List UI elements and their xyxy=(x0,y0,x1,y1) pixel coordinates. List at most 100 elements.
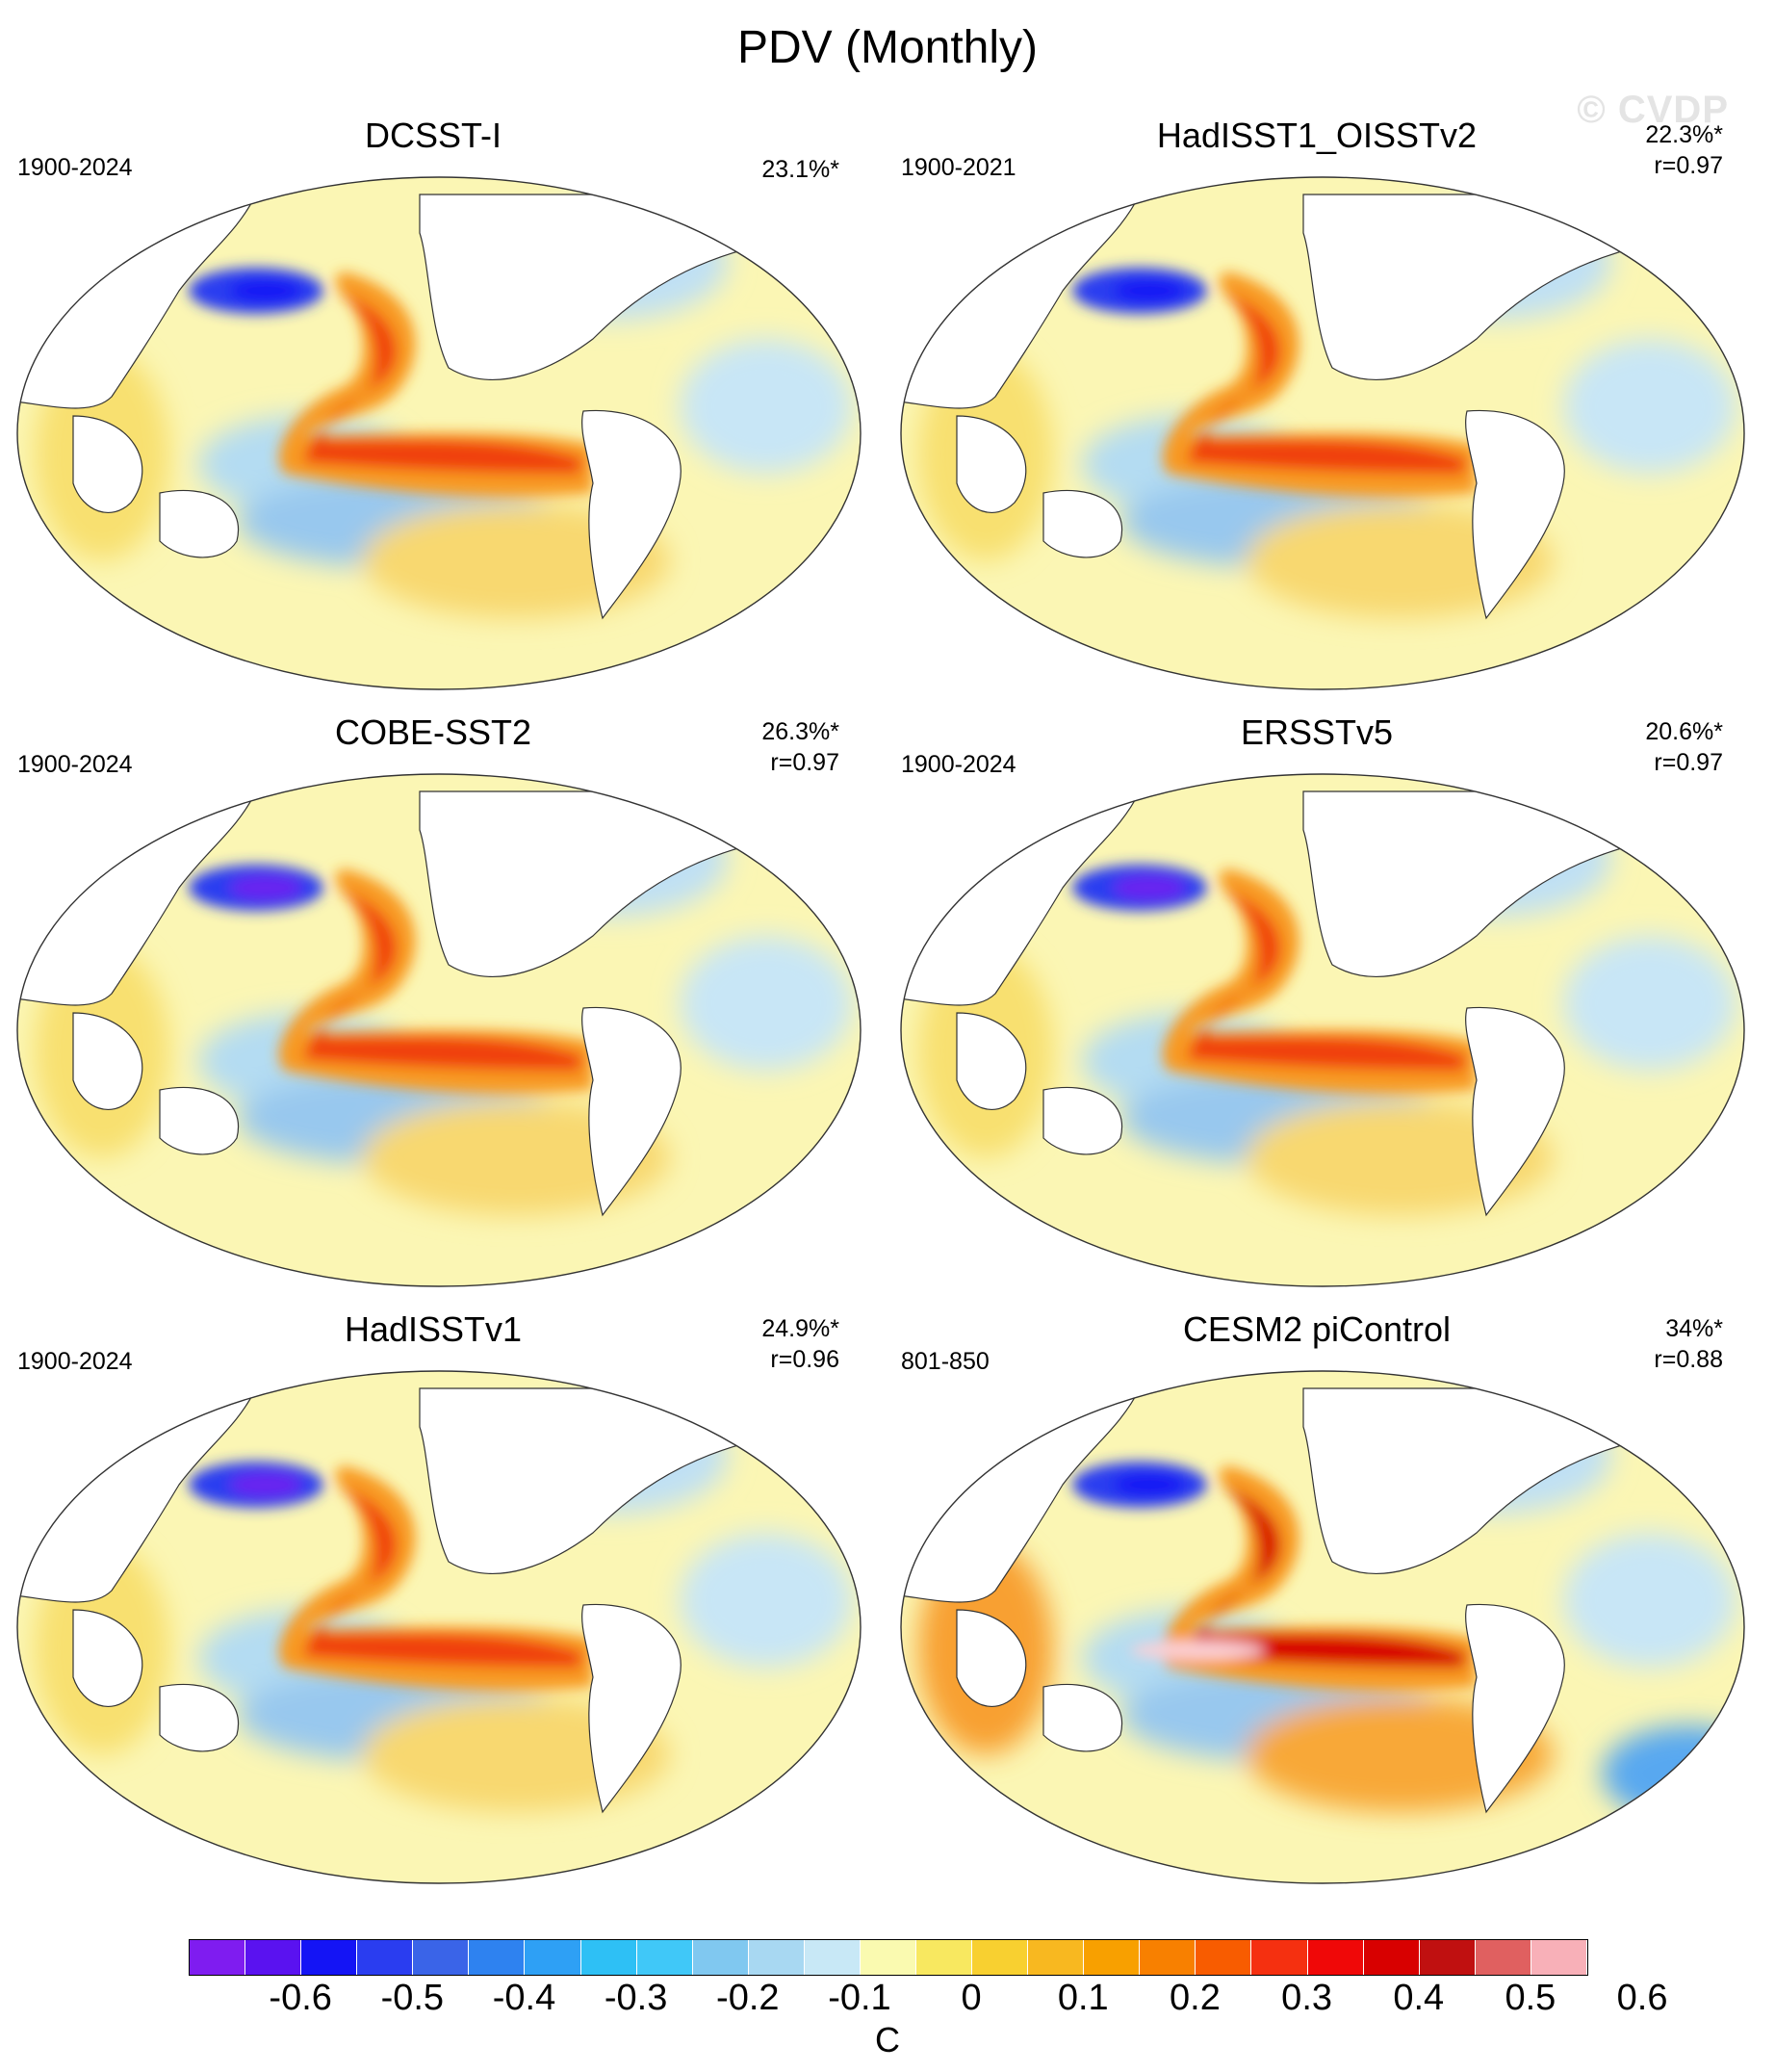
australia xyxy=(1042,489,1123,558)
colorbar-swatch xyxy=(1307,1940,1364,1975)
anomaly-pdv-warm-core xyxy=(304,1485,583,1668)
colorbar-swatch xyxy=(357,1940,414,1975)
colorbar-swatch xyxy=(1475,1940,1531,1975)
colorbar-swatch xyxy=(469,1940,526,1975)
panel-period: 1900-2024 xyxy=(17,1348,133,1375)
colorbar-swatch xyxy=(804,1940,861,1975)
anomaly-pdv-warm-core xyxy=(1188,888,1467,1071)
panel-correlation: r=0.97 xyxy=(1654,152,1723,179)
australia xyxy=(159,1086,240,1155)
anomaly-atlantic xyxy=(680,339,853,474)
colorbar-swatch xyxy=(1251,1940,1308,1975)
panel-title: HadISSTv1 xyxy=(344,1309,523,1349)
panel-period: 1900-2021 xyxy=(901,154,1016,181)
colorbar-tick-label: 0.1 xyxy=(1057,1978,1109,2018)
south-america xyxy=(581,409,682,620)
map-panel: ERSSTv5 1900-2024 20.6%* r=0.97 xyxy=(884,712,1750,1290)
globe-map xyxy=(900,176,1745,690)
anomaly-pdv-warm-core xyxy=(1188,1485,1467,1668)
anomaly-atlantic xyxy=(1563,339,1736,474)
globe-outline xyxy=(16,176,862,690)
colorbar-tick-label: 0.2 xyxy=(1170,1978,1221,2018)
colorbar-swatch xyxy=(301,1940,358,1975)
anomaly-atlantic xyxy=(1563,936,1736,1071)
colorbar-swatch xyxy=(190,1940,246,1975)
south-america xyxy=(1465,1006,1565,1217)
colorbar-tick-label: 0.3 xyxy=(1281,1978,1333,2018)
panel-correlation: r=0.96 xyxy=(770,1346,839,1373)
panel-stats: 26.3%* r=0.97 xyxy=(761,716,839,778)
india-region xyxy=(956,415,1027,513)
panel-title: COBE-SST2 xyxy=(334,712,532,752)
south-america xyxy=(1465,1603,1565,1814)
panel-percent-variance: 34%* xyxy=(1665,1315,1723,1342)
colorbar-tick-label: -0.2 xyxy=(716,1978,780,2018)
anomaly-kuroshio-core xyxy=(229,279,302,302)
colorbar-swatch xyxy=(748,1940,805,1975)
panel-percent-variance: 26.3%* xyxy=(761,718,839,745)
panel-title: CESM2 piControl xyxy=(1182,1309,1452,1349)
australia xyxy=(159,1683,240,1752)
colorbar-ticks: -0.6 -0.5 -0.4 -0.3 -0.2 -0.1 0 0.1 0.2 0.3 0.4 0.5… xyxy=(189,1978,1667,2026)
colorbar-swatch xyxy=(972,1940,1029,1975)
anomaly-kuroshio-core xyxy=(1113,1473,1186,1496)
anomaly-pdv-warm-core xyxy=(304,888,583,1071)
colorbar-swatch xyxy=(1531,1940,1587,1975)
colorbar-swatch xyxy=(525,1940,581,1975)
map-panel: HadISSTv1 1900-2024 24.9%* r=0.96 xyxy=(0,1309,866,1887)
map-panel: CESM2 piControl 801-850 34%* r=0.88 xyxy=(884,1309,1750,1887)
colorbar-tick-label: 0 xyxy=(961,1978,982,2018)
australia xyxy=(1042,1086,1123,1155)
colorbar xyxy=(189,1939,1588,1976)
panel-stats: 23.1%* xyxy=(761,154,839,185)
india-region xyxy=(72,1609,143,1707)
panel-percent-variance: 20.6%* xyxy=(1645,718,1723,745)
india-region xyxy=(956,1012,1027,1110)
panel-correlation: r=0.97 xyxy=(1654,749,1723,776)
panel-correlation: r=0.97 xyxy=(770,749,839,776)
colorbar-tick-label: 0.5 xyxy=(1505,1978,1556,2018)
globe-map xyxy=(900,773,1745,1287)
colorbar-tick-label: 0.4 xyxy=(1393,1978,1445,2018)
panel-stats: 22.3%* r=0.97 xyxy=(1645,119,1723,181)
anomaly-kuroshio-core xyxy=(229,876,302,899)
colorbar-swatch xyxy=(413,1940,470,1975)
anomaly-atlantic xyxy=(680,1533,853,1668)
anomaly-atlantic xyxy=(680,936,853,1071)
globe-outline xyxy=(900,176,1745,690)
colorbar-swatch xyxy=(1084,1940,1141,1975)
panel-period: 1900-2024 xyxy=(17,751,133,778)
colorbar-tick-label: -0.3 xyxy=(604,1978,668,2018)
globe-map xyxy=(16,176,862,690)
figure-title: PDV (Monthly) xyxy=(736,22,1039,73)
anomaly-kuroshio-core xyxy=(229,1473,302,1496)
panel-stats: 34%* r=0.88 xyxy=(1654,1313,1723,1375)
colorbar-swatch xyxy=(916,1940,973,1975)
panel-period: 801-850 xyxy=(901,1348,990,1375)
map-panel: HadISST1_OISSTv2 1900-2021 22.3%* r=0.97 xyxy=(884,116,1750,693)
south-america xyxy=(581,1603,682,1814)
globe-map xyxy=(16,773,862,1287)
panel-correlation: r=0.88 xyxy=(1654,1346,1723,1373)
globe-outline xyxy=(900,1370,1745,1884)
anomaly-equatorial-peak xyxy=(1130,1641,1265,1660)
colorbar-swatch xyxy=(692,1940,749,1975)
anomaly-kuroshio-core xyxy=(1113,279,1186,302)
australia xyxy=(1042,1683,1123,1752)
colorbar-swatch xyxy=(1140,1940,1196,1975)
anomaly-atlantic xyxy=(1563,1533,1736,1668)
panel-title: ERSSTv5 xyxy=(1240,712,1394,752)
colorbar-tick-label: -0.6 xyxy=(269,1978,332,2018)
colorbar-swatch xyxy=(1419,1940,1476,1975)
panel-stats: 24.9%* r=0.96 xyxy=(761,1313,839,1375)
colorbar-tick-label: 0.6 xyxy=(1616,1978,1668,2018)
cvdp-watermark: © CVDP xyxy=(1577,89,1729,131)
anomaly-pdv-warm-core xyxy=(1188,291,1467,474)
india-region xyxy=(956,1609,1027,1707)
globe-outline xyxy=(16,1370,862,1884)
colorbar-swatch xyxy=(1028,1940,1085,1975)
anomaly-pdv-warm-core xyxy=(304,291,583,474)
globe-outline xyxy=(16,773,862,1287)
globe-outline xyxy=(900,773,1745,1287)
south-america xyxy=(581,1006,682,1217)
